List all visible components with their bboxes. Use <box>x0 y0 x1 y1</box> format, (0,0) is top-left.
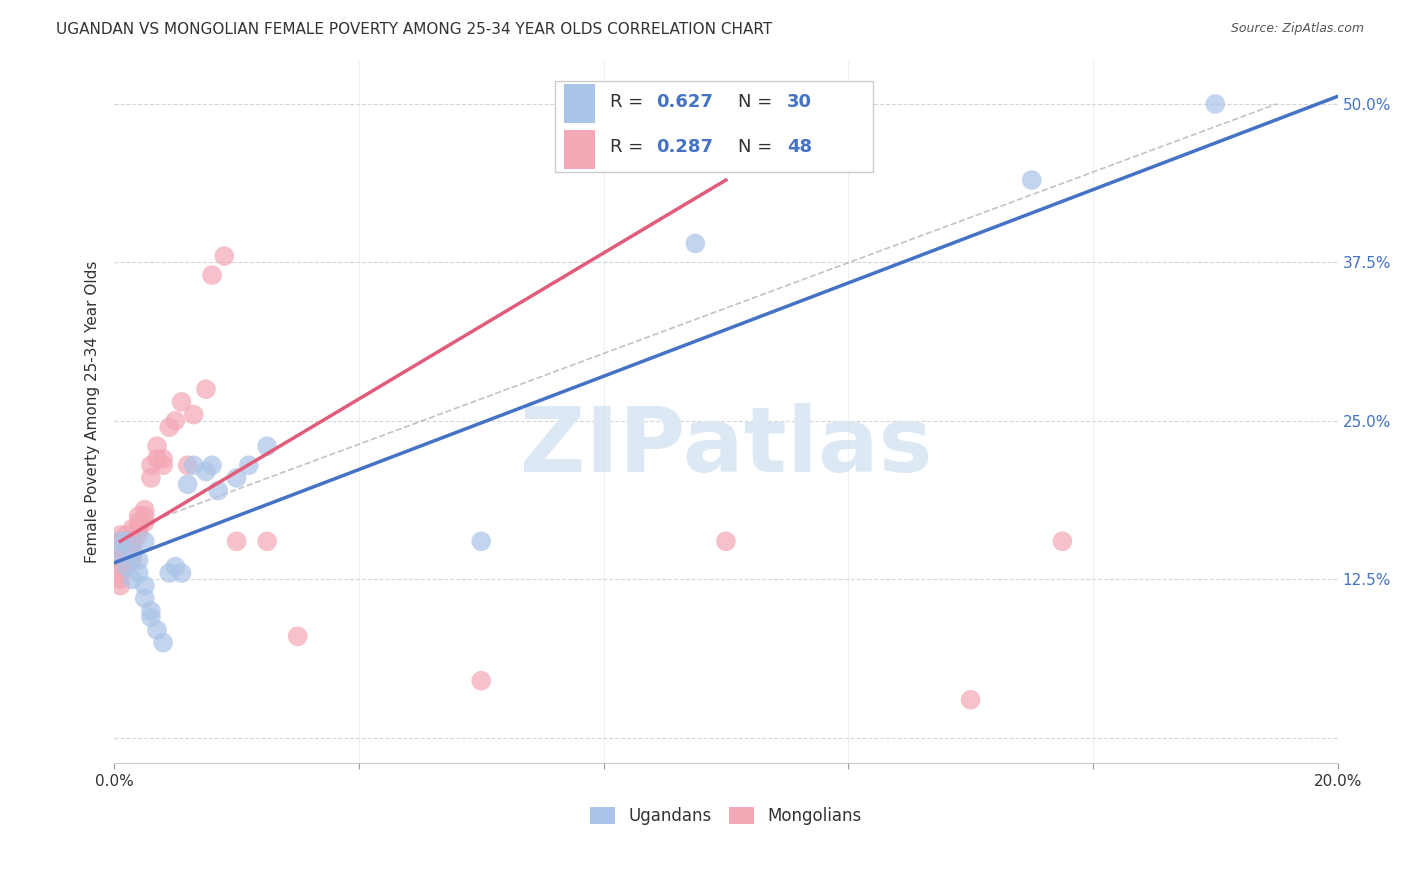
Point <box>110 572 132 586</box>
Point <box>183 408 205 422</box>
Point <box>959 692 981 706</box>
Point <box>115 547 138 561</box>
Text: N =: N = <box>738 93 778 111</box>
Point <box>194 382 217 396</box>
Point <box>201 458 224 473</box>
Point <box>176 458 198 473</box>
Point <box>134 508 156 523</box>
Point <box>121 534 143 549</box>
Point <box>110 534 132 549</box>
Point <box>110 547 132 561</box>
Point <box>152 451 174 466</box>
Point <box>146 451 169 466</box>
Point <box>128 516 150 530</box>
Text: 0.627: 0.627 <box>657 93 713 111</box>
Point <box>115 541 138 555</box>
Point <box>146 623 169 637</box>
Point <box>157 420 180 434</box>
Point <box>256 439 278 453</box>
Point <box>110 579 132 593</box>
Point <box>685 236 707 251</box>
Point <box>110 541 132 555</box>
Point <box>183 458 205 473</box>
Point <box>152 458 174 473</box>
Point <box>110 553 132 567</box>
Point <box>165 559 187 574</box>
Legend: Ugandans, Mongolians: Ugandans, Mongolians <box>591 807 862 825</box>
Point <box>225 471 247 485</box>
Point <box>110 559 132 574</box>
Point <box>128 522 150 536</box>
Point <box>139 604 162 618</box>
Text: 0.287: 0.287 <box>657 138 713 156</box>
Point <box>134 591 156 606</box>
Point <box>165 414 187 428</box>
Point <box>134 502 156 516</box>
Point <box>176 477 198 491</box>
Point <box>121 572 143 586</box>
Point <box>134 516 156 530</box>
Point <box>1052 534 1074 549</box>
Text: Source: ZipAtlas.com: Source: ZipAtlas.com <box>1230 22 1364 36</box>
Text: R =: R = <box>610 138 648 156</box>
Point <box>134 579 156 593</box>
Text: 30: 30 <box>787 93 813 111</box>
Point <box>115 559 138 574</box>
Point <box>256 534 278 549</box>
Point <box>714 534 737 549</box>
Text: UGANDAN VS MONGOLIAN FEMALE POVERTY AMONG 25-34 YEAR OLDS CORRELATION CHART: UGANDAN VS MONGOLIAN FEMALE POVERTY AMON… <box>56 22 772 37</box>
Point <box>139 458 162 473</box>
Point <box>207 483 229 498</box>
FancyBboxPatch shape <box>554 80 873 172</box>
Point <box>157 566 180 580</box>
Point <box>110 528 132 542</box>
Y-axis label: Female Poverty Among 25-34 Year Olds: Female Poverty Among 25-34 Year Olds <box>86 260 100 563</box>
Point <box>146 439 169 453</box>
Point <box>115 534 138 549</box>
Point <box>152 636 174 650</box>
Point <box>110 566 132 580</box>
Text: 48: 48 <box>787 138 813 156</box>
Point <box>128 528 150 542</box>
Text: ZIPatlas: ZIPatlas <box>520 402 932 491</box>
Point <box>225 534 247 549</box>
Point <box>238 458 260 473</box>
Point <box>139 471 162 485</box>
Point <box>121 553 143 567</box>
Point <box>287 629 309 643</box>
Point <box>121 522 143 536</box>
Point <box>115 528 138 542</box>
Point <box>214 249 236 263</box>
Point <box>470 534 492 549</box>
Point <box>134 534 156 549</box>
Point <box>110 534 132 549</box>
Point <box>121 547 143 561</box>
Text: R =: R = <box>610 93 648 111</box>
Point <box>121 547 143 561</box>
Point <box>128 566 150 580</box>
Point <box>201 268 224 282</box>
Point <box>170 566 193 580</box>
Point <box>128 553 150 567</box>
Text: N =: N = <box>738 138 778 156</box>
Point <box>1204 97 1226 112</box>
Point <box>115 553 138 567</box>
Point <box>194 465 217 479</box>
Point <box>115 534 138 549</box>
Point <box>1021 173 1043 187</box>
Point <box>115 559 138 574</box>
Point <box>110 547 132 561</box>
Point <box>128 508 150 523</box>
Bar <box>564 84 595 123</box>
Point <box>121 541 143 555</box>
Point <box>170 395 193 409</box>
Point <box>139 610 162 624</box>
Point <box>470 673 492 688</box>
Bar <box>564 130 595 169</box>
